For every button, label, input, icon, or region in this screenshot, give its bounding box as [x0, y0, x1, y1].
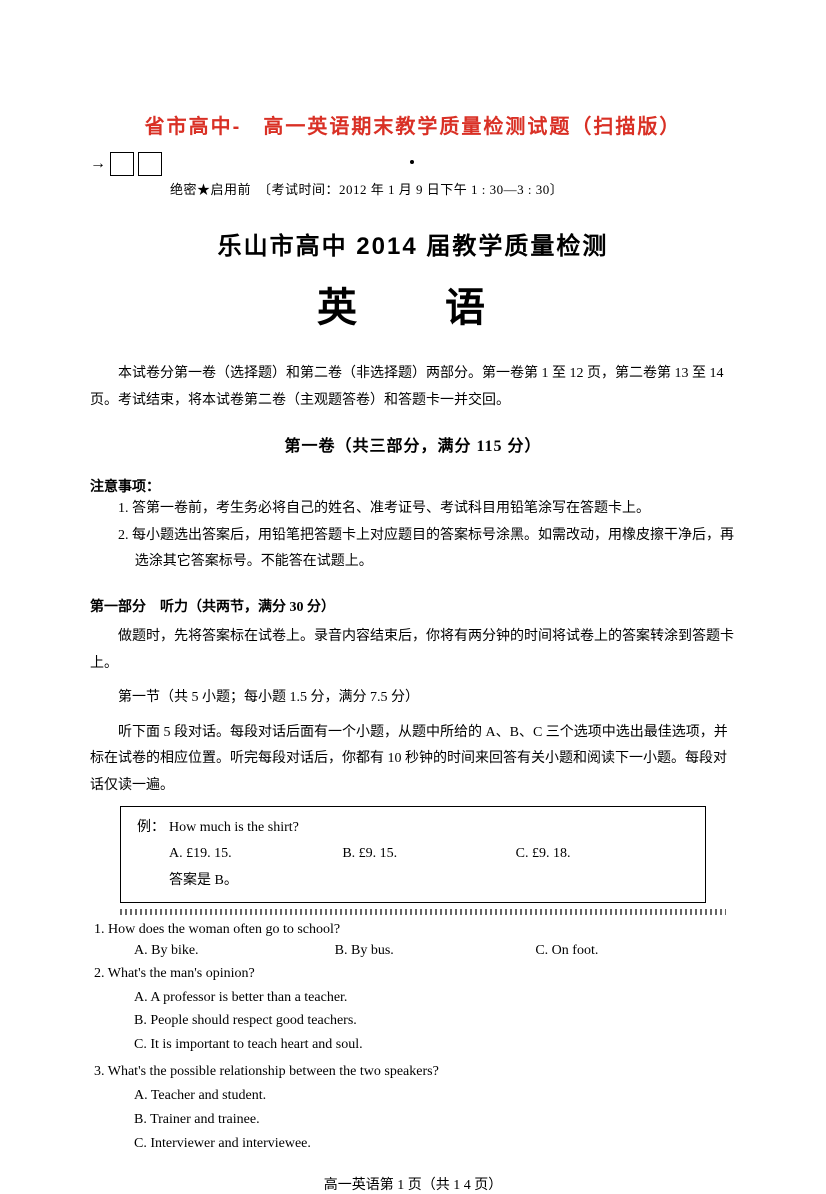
- center-dot: [410, 160, 414, 164]
- q1-opt-a: A. By bike.: [134, 943, 335, 959]
- notice-title: 注意事项：: [90, 476, 736, 496]
- example-answer: 答案是 B。: [169, 868, 689, 895]
- q3-opt-b: B. Trainer and trainee.: [134, 1108, 736, 1132]
- q1-text: How does the woman often go to school?: [108, 922, 340, 937]
- arrow-boxes: →: [90, 152, 166, 176]
- secrecy-line: 绝密★启用前 〔考试时间：2012 年 1 月 9 日下午 1 : 30—3 :…: [170, 179, 736, 198]
- exam-title: 乐山市高中 2014 届教学质量检测: [90, 226, 736, 261]
- q3-num: 3.: [94, 1064, 105, 1079]
- volume-title: 第一卷（共三部分，满分 115 分）: [90, 432, 736, 456]
- q3-opt-a: A. Teacher and student.: [134, 1084, 736, 1108]
- q2-opt-b: B. People should respect good teachers.: [134, 1009, 736, 1033]
- arrow-icon: →: [90, 155, 106, 173]
- q1-opt-c: C. On foot.: [535, 943, 736, 959]
- q3-text: What's the possible relationship between…: [108, 1064, 439, 1079]
- part1-para1: 做题时，先将答案标在试卷上。录音内容结束后，你将有两分钟的时间将试卷上的答案转涂…: [90, 624, 736, 677]
- notice-item-2: 2. 每小题选出答案后，用铅笔把答题卡上对应题目的答案标号涂黑。如需改动，用橡皮…: [118, 523, 736, 576]
- q2-line: 2. What's the man's opinion?: [94, 961, 736, 986]
- section1-title: 第一节（共 5 小题；每小题 1.5 分，满分 7.5 分）: [90, 685, 736, 712]
- q2-text: What's the man's opinion?: [108, 966, 255, 981]
- example-question: How much is the shirt?: [169, 815, 689, 842]
- subject-title: 英 语: [90, 275, 736, 333]
- notice-item-1: 1. 答第一卷前，考生务必将自己的姓名、准考证号、考试科目用铅笔涂写在答题卡上。: [118, 496, 736, 523]
- checkbox-2: [138, 152, 162, 176]
- q3-line: 3. What's the possible relationship betw…: [94, 1059, 736, 1084]
- q1-opt-b: B. By bus.: [335, 943, 536, 959]
- q1-options: A. By bike. B. By bus. C. On foot.: [134, 943, 736, 959]
- section1-para: 听下面 5 段对话。每段对话后面有一个小题，从题中所给的 A、B、C 三个选项中…: [90, 720, 736, 800]
- part1-title: 第一部分 听力（共两节，满分 30 分）: [90, 596, 736, 616]
- q3-opt-c: C. Interviewer and interviewee.: [134, 1132, 736, 1156]
- example-opt-b: B. £9. 15.: [342, 841, 515, 868]
- example-opt-a: A. £19. 15.: [169, 841, 342, 868]
- checkbox-1: [110, 152, 134, 176]
- q2-opt-a: A. A professor is better than a teacher.: [134, 986, 736, 1010]
- q1-num: 1.: [94, 922, 105, 937]
- example-opt-c: C. £9. 18.: [516, 841, 689, 868]
- example-box: 例： How much is the shirt? A. £19. 15. B.…: [120, 806, 706, 904]
- example-label: 例：: [137, 815, 169, 842]
- exam-page: 省市高中- 高一英语期末教学质量检测试题（扫描版） → 绝密★启用前 〔考试时间…: [0, 0, 826, 1169]
- example-options: A. £19. 15. B. £9. 15. C. £9. 18.: [169, 841, 689, 868]
- q1-line: 1. How does the woman often go to school…: [94, 917, 736, 942]
- q2-opt-c: C. It is important to teach heart and so…: [134, 1033, 736, 1057]
- red-header: 省市高中- 高一英语期末教学质量检测试题（扫描版）: [90, 110, 736, 139]
- intro-paragraph: 本试卷分第一卷（选择题）和第二卷（非选择题）两部分。第一卷第 1 至 12 页，…: [90, 361, 736, 414]
- page-footer: 高一英语第 1 页（共 1 4 页）: [90, 1174, 736, 1194]
- q2-num: 2.: [94, 966, 105, 981]
- rip-line: [120, 909, 726, 915]
- example-question-row: 例： How much is the shirt?: [137, 815, 689, 842]
